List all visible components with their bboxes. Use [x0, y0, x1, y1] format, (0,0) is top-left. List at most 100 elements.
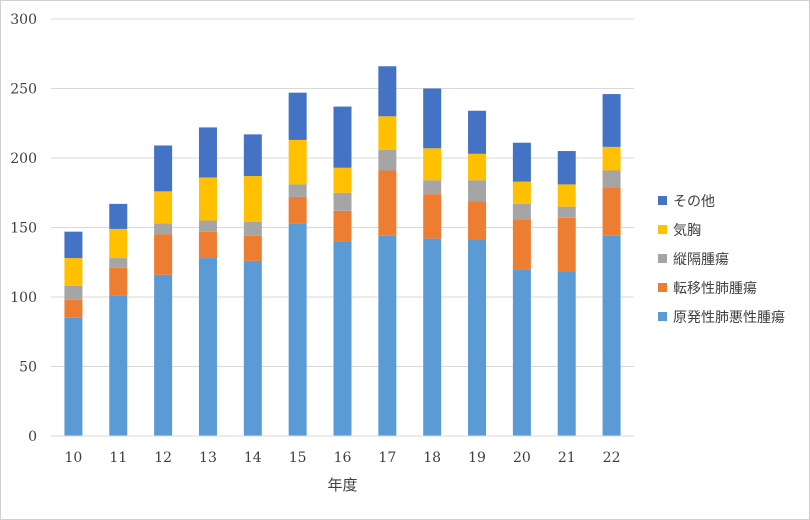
bar-segment — [198, 231, 217, 259]
bar-segment — [243, 235, 262, 261]
bar-segment — [64, 317, 83, 436]
bar-segment — [198, 177, 217, 221]
bar-segment — [288, 184, 307, 197]
bar-segment — [512, 203, 531, 220]
bar-segment — [468, 110, 487, 154]
bar-segment — [109, 228, 128, 259]
bar-segment — [602, 146, 621, 171]
bar-segment — [423, 88, 442, 149]
bar-segment — [512, 142, 531, 182]
bar-segment — [109, 295, 128, 436]
x-tick-label: 15 — [289, 450, 307, 466]
legend-label: その他 — [673, 194, 715, 210]
bar-segment — [423, 194, 442, 239]
bar-segment — [378, 66, 397, 117]
bar-segment — [198, 220, 217, 232]
bar-segment — [154, 145, 173, 192]
bar-segment — [378, 116, 397, 150]
bar-segment — [468, 201, 487, 241]
bar-segment — [378, 149, 397, 171]
bar-segment — [557, 151, 576, 185]
bar-segment — [333, 241, 352, 436]
y-axis-ticks: 0 50 100 150 200 250 300 — [10, 12, 37, 445]
bar-segment — [333, 192, 352, 211]
bar-segment — [423, 148, 442, 181]
x-tick-label: 14 — [244, 450, 262, 466]
x-tick-label: 17 — [378, 450, 396, 466]
bar-segment — [109, 267, 128, 296]
legend-swatch — [658, 196, 667, 205]
bar-segment — [512, 219, 531, 270]
y-tick-label: 150 — [10, 221, 37, 237]
bar-segment — [64, 258, 83, 286]
legend-label: 原発性肺悪性腫瘍 — [673, 309, 785, 326]
bar-segment — [468, 153, 487, 181]
x-tick-label: 19 — [468, 450, 486, 466]
x-axis-ticks: 10 11 12 13 14 15 16 17 18 19 20 21 22 — [65, 450, 621, 466]
y-tick-label: 300 — [10, 12, 37, 28]
bar-segment — [109, 203, 128, 229]
x-axis-title: 年度 — [327, 476, 357, 494]
bar-segment — [64, 231, 83, 259]
bar-segment — [512, 181, 531, 204]
bar-segment — [468, 240, 487, 436]
legend-label: 転移性肺腫瘍 — [673, 280, 757, 297]
bar-segment — [154, 191, 173, 224]
bar-segment — [333, 210, 352, 242]
y-tick-label: 100 — [10, 290, 37, 306]
bar-segment — [243, 260, 262, 436]
bar-segment — [423, 238, 442, 436]
bar-segment — [512, 269, 531, 436]
legend-label: 縦隔腫瘍 — [673, 251, 729, 268]
bar-segment — [557, 184, 576, 207]
x-tick-label: 12 — [154, 450, 172, 466]
bar-segment — [154, 274, 173, 436]
bar-segment — [243, 176, 262, 222]
x-tick-label: 16 — [334, 450, 352, 466]
bar-segment — [557, 217, 576, 272]
bar-segment — [557, 206, 576, 218]
bar-segment — [288, 223, 307, 436]
bars — [64, 66, 621, 436]
bar-segment — [288, 139, 307, 185]
y-tick-label: 250 — [10, 82, 37, 98]
legend-swatch — [658, 225, 667, 234]
x-tick-label: 18 — [423, 450, 441, 466]
bar-segment — [154, 234, 173, 275]
bar-segment — [333, 167, 352, 193]
bar-segment — [378, 170, 397, 236]
y-tick-label: 50 — [19, 360, 37, 376]
bar-segment — [557, 271, 576, 436]
bar-segment — [198, 127, 217, 178]
legend-label: 気胸 — [673, 223, 701, 239]
y-tick-label: 0 — [28, 429, 37, 445]
bar-segment — [198, 258, 217, 436]
bar-segment — [288, 196, 307, 224]
bar-segment — [602, 170, 621, 188]
y-tick-label: 200 — [10, 151, 37, 167]
bar-segment — [64, 285, 83, 300]
bar-segment — [378, 235, 397, 436]
x-tick-label: 11 — [109, 450, 127, 466]
x-tick-label: 21 — [558, 450, 576, 466]
bar-segment — [243, 221, 262, 236]
bar-segment — [333, 106, 352, 168]
bar-segment — [602, 187, 621, 236]
x-tick-label: 20 — [513, 450, 531, 466]
legend-swatch — [658, 283, 667, 292]
legend-swatch — [658, 254, 667, 263]
bar-segment — [64, 299, 83, 318]
x-tick-label: 13 — [199, 450, 217, 466]
bar-segment — [423, 180, 442, 195]
x-tick-label: 10 — [65, 450, 83, 466]
bar-segment — [109, 258, 128, 268]
x-tick-label: 22 — [603, 450, 621, 466]
bar-segment — [468, 180, 487, 202]
legend-swatch — [658, 312, 667, 321]
bar-segment — [154, 223, 173, 235]
bar-segment — [243, 134, 262, 177]
bar-segment — [602, 94, 621, 147]
